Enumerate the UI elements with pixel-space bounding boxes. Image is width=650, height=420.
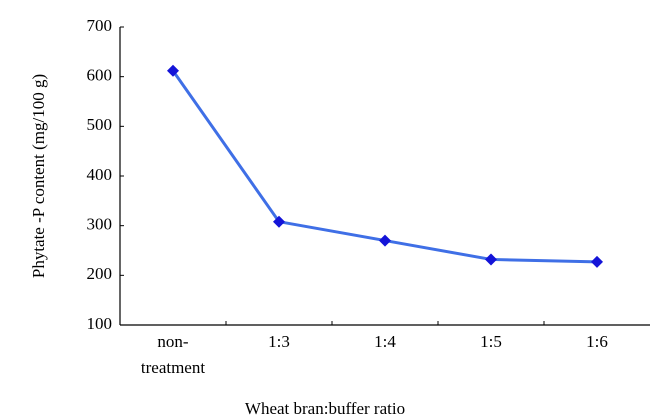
x-tick-label: 1:5 — [480, 332, 502, 351]
x-tick-label: 1:4 — [374, 332, 396, 351]
point-marker — [379, 234, 391, 247]
y-tick-label: 200 — [87, 264, 113, 283]
x-tick-label: 1:3 — [268, 332, 290, 351]
y-tick-label: 400 — [87, 165, 113, 184]
x-tick-label: 1:6 — [586, 332, 608, 351]
y-tick-label: 600 — [87, 66, 113, 85]
y-axis-label: Phytate -P content (mg/100 g) — [29, 74, 48, 278]
series-line — [171, 69, 598, 264]
x-tick-label: non-treatment — [141, 332, 205, 377]
x-axis-label: Wheat bran:buffer ratio — [245, 399, 405, 418]
point-marker — [273, 215, 285, 228]
y-tick-label: 100 — [87, 314, 113, 333]
point-marker — [485, 253, 497, 266]
point-marker — [167, 64, 179, 77]
y-tick-label: 300 — [87, 215, 113, 234]
point-marker — [591, 255, 603, 268]
y-tick-label: 500 — [87, 115, 113, 134]
y-tick-label: 700 — [87, 16, 113, 35]
